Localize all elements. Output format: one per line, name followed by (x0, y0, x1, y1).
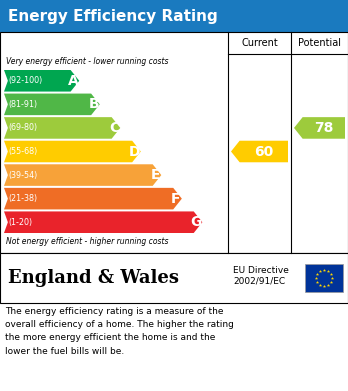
Polygon shape (294, 117, 345, 139)
Polygon shape (4, 164, 161, 186)
Text: (81-91): (81-91) (8, 100, 37, 109)
Text: (92-100): (92-100) (8, 76, 42, 85)
Text: F: F (171, 192, 181, 206)
Polygon shape (4, 93, 100, 115)
Text: Current: Current (241, 38, 278, 48)
Text: C: C (109, 121, 119, 135)
Bar (0, 253, 348, 303)
Text: (39-54): (39-54) (8, 170, 37, 179)
Text: (55-68): (55-68) (8, 147, 37, 156)
Text: D: D (129, 145, 141, 158)
Text: A: A (68, 74, 79, 88)
Polygon shape (4, 188, 182, 210)
Bar (0, 32, 348, 253)
Text: EU Directive
2002/91/EC: EU Directive 2002/91/EC (233, 266, 289, 285)
Text: E: E (151, 168, 160, 182)
Text: 60: 60 (254, 145, 274, 158)
Text: Energy Efficiency Rating: Energy Efficiency Rating (8, 9, 218, 23)
Text: Potential: Potential (298, 38, 341, 48)
Bar (0, 0, 348, 32)
Text: (21-38): (21-38) (8, 194, 37, 203)
Text: (1-20): (1-20) (8, 218, 32, 227)
Text: Very energy efficient - lower running costs: Very energy efficient - lower running co… (6, 57, 168, 66)
Polygon shape (4, 141, 141, 162)
Bar (305, 264, 343, 292)
Polygon shape (4, 117, 120, 139)
Polygon shape (231, 141, 288, 162)
Text: (69-80): (69-80) (8, 124, 37, 133)
Polygon shape (4, 70, 79, 91)
Text: G: G (191, 215, 202, 229)
Polygon shape (4, 212, 202, 233)
Text: Not energy efficient - higher running costs: Not energy efficient - higher running co… (6, 237, 168, 246)
Text: 78: 78 (314, 121, 333, 135)
Text: England & Wales: England & Wales (8, 269, 179, 287)
Text: B: B (88, 97, 99, 111)
Text: The energy efficiency rating is a measure of the
overall efficiency of a home. T: The energy efficiency rating is a measur… (5, 307, 234, 355)
